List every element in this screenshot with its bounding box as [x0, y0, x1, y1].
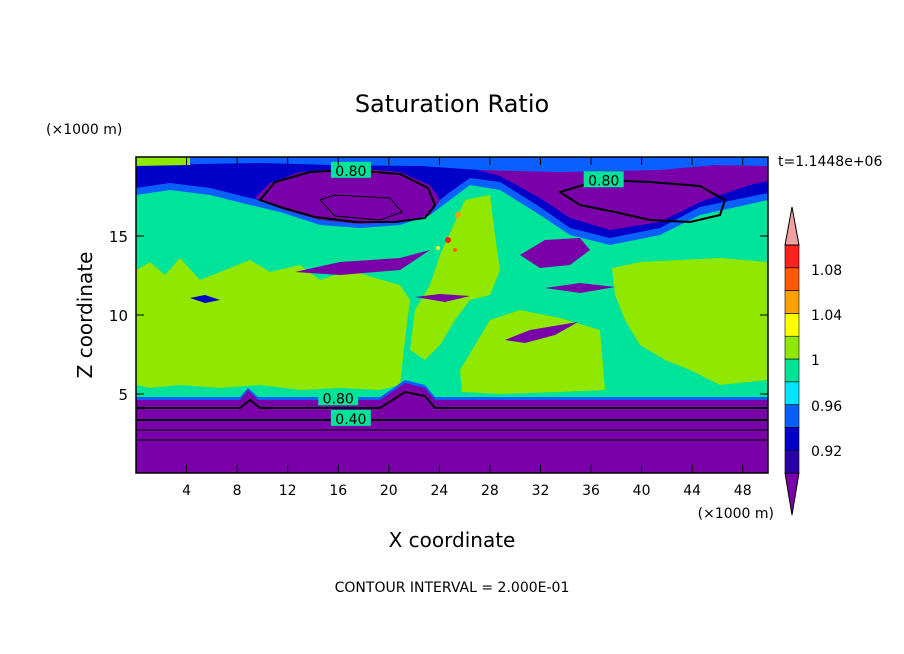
x-tick-label: 40 — [633, 483, 651, 499]
colorbar-label: 1 — [811, 353, 820, 369]
warm-spot-3 — [436, 246, 440, 250]
y-tick-label: 5 — [118, 386, 128, 404]
warm-spot-4 — [453, 248, 457, 252]
streak-6 — [190, 295, 220, 303]
heatmap-field — [136, 157, 768, 473]
y-axis-label: Z coordinate — [73, 252, 97, 379]
x-tick-label: 12 — [279, 483, 297, 499]
chart-title: Saturation Ratio — [355, 90, 549, 118]
colorbar-swatch — [784, 267, 800, 291]
colorbar-arrow-top — [784, 206, 800, 246]
x-tick-label: 20 — [380, 483, 398, 499]
colorbar-swatch — [784, 290, 800, 314]
colorbar-arrow-bottom — [784, 472, 800, 516]
colorbar-label: 1.08 — [811, 263, 842, 279]
field-green-center — [460, 310, 605, 394]
field-green-left — [136, 258, 410, 390]
contour-label-bg — [330, 161, 371, 178]
colorbar-label: 0.92 — [811, 444, 842, 460]
streak-4 — [520, 238, 590, 268]
field-lower-blue — [136, 380, 768, 402]
contour-080-right — [557, 178, 727, 224]
colorbar-swatch — [784, 313, 800, 337]
colorbar-swatch — [784, 449, 800, 474]
contour-inner-left — [319, 194, 403, 221]
field-top-green-left — [136, 157, 190, 166]
streak-1 — [415, 294, 470, 302]
colorbar-swatch — [784, 427, 800, 451]
y-axis-ticks: 5 10 15 — [109, 228, 768, 404]
colorbar-label: 0.96 — [811, 399, 842, 415]
field-top-edge — [136, 157, 768, 172]
x-axis-ticks: 4 8 12 16 20 24 28 32 36 40 44 48 — [182, 157, 752, 499]
colorbar-swatch — [784, 335, 800, 360]
x-tick-label: 44 — [683, 483, 701, 499]
warm-spot-2 — [445, 237, 451, 243]
y-tick-label: 10 — [109, 307, 128, 325]
colorbar-swatch — [784, 358, 800, 383]
x-tick-label: 4 — [182, 483, 191, 499]
contour-label-bg — [583, 171, 624, 188]
contour-label: 0.80 — [323, 391, 354, 407]
x-tick-label: 16 — [329, 483, 347, 499]
colorbar-swatch — [784, 244, 800, 269]
x-tick-label: 36 — [582, 483, 600, 499]
y-tick-label: 15 — [109, 228, 128, 246]
contour-080-left — [258, 168, 437, 223]
colorbar-swatch — [784, 381, 800, 405]
colorbar-swatch — [784, 404, 800, 428]
contour-label: 0.40 — [335, 412, 366, 428]
x-units-label: (×1000 m) — [698, 506, 774, 522]
x-axis-label: X coordinate — [389, 528, 516, 552]
contour-080-lower — [136, 390, 768, 409]
contour-label: 0.80 — [335, 164, 366, 180]
warm-spot-1 — [455, 212, 461, 218]
streak-5 — [295, 250, 430, 275]
x-tick-label: 24 — [430, 483, 448, 499]
colorbar: 1.08 1.04 1 0.96 0.92 — [784, 206, 842, 516]
y-units-label: (×1000 m) — [46, 122, 122, 138]
streak-2 — [545, 283, 615, 293]
field-green-column — [410, 195, 500, 360]
colorbar-label: 1.04 — [811, 308, 842, 324]
contour-label-bg — [330, 409, 371, 426]
contour-label: 0.80 — [588, 173, 619, 189]
x-tick-label: 48 — [734, 483, 752, 499]
streak-3 — [505, 322, 578, 343]
footer-contour-interval: CONTOUR INTERVAL = 2.000E-01 — [335, 580, 570, 596]
contour-labels: 0.80 0.80 0.80 0.40 — [318, 161, 624, 428]
contour-label-bg — [318, 389, 359, 406]
x-tick-label: 28 — [481, 483, 499, 499]
time-label: t=1.1448e+06 — [778, 154, 882, 170]
x-tick-label: 32 — [532, 483, 550, 499]
x-tick-label: 8 — [233, 483, 242, 499]
field-lower-purple — [136, 383, 768, 473]
field-green-right — [612, 258, 768, 385]
